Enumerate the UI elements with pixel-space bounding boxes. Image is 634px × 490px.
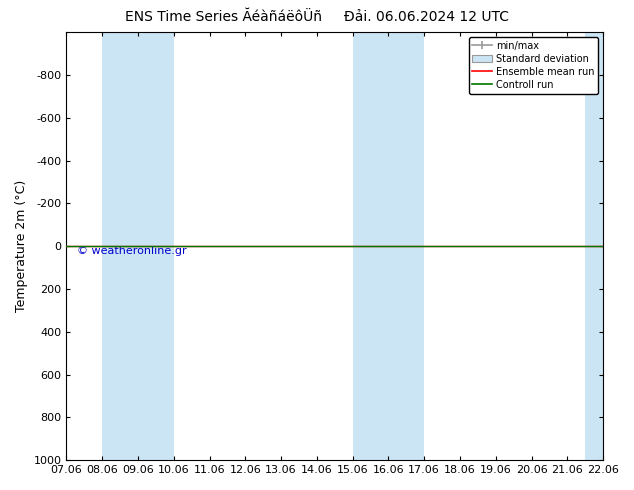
- Y-axis label: Temperature 2m (°C): Temperature 2m (°C): [15, 180, 28, 312]
- Bar: [102, 32, 174, 460]
- Bar: [585, 32, 603, 460]
- Text: ENS Time Series ĂéàñáëôÜñ     Đải. 06.06.2024 12 UTC: ENS Time Series ĂéàñáëôÜñ Đải. 06.06.202…: [125, 10, 509, 24]
- Text: © weatheronline.gr: © weatheronline.gr: [77, 246, 187, 256]
- Bar: [353, 32, 424, 460]
- Legend: min/max, Standard deviation, Ensemble mean run, Controll run: min/max, Standard deviation, Ensemble me…: [469, 37, 598, 94]
